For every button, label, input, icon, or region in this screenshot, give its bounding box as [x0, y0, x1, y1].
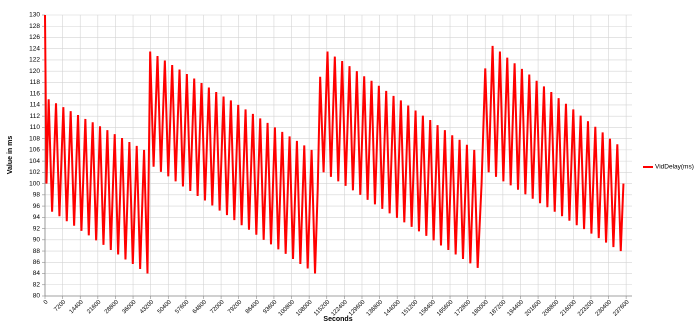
x-tick-label: 43200	[139, 299, 156, 316]
y-tick-label: 90	[33, 237, 41, 244]
x-tick-label: 115200	[313, 299, 332, 318]
x-tick-label: 144000	[383, 299, 402, 318]
y-tick-label: 94	[33, 214, 41, 221]
x-tick-label: 64800	[192, 299, 209, 316]
y-tick-label: 120	[29, 68, 40, 75]
x-tick-label: 187200	[489, 299, 508, 318]
x-tick-label: 79200	[227, 299, 244, 316]
x-tick-label: 0	[43, 299, 50, 306]
y-tick-label: 112	[30, 113, 41, 120]
y-tick-label: 130	[29, 12, 40, 19]
x-tick-label: 237600	[612, 299, 631, 318]
x-tick-label: 72000	[210, 299, 227, 316]
x-tick-label: 216000	[559, 299, 578, 318]
y-tick-label: 84	[33, 270, 41, 277]
x-tick-label: 7200	[53, 299, 67, 313]
x-tick-label: 201600	[524, 299, 543, 318]
y-tick-label: 92	[33, 225, 41, 232]
x-tick-label: 194400	[507, 299, 526, 318]
x-tick-label: 230400	[595, 299, 614, 318]
y-tick-label: 98	[33, 192, 41, 199]
x-tick-label: 136800	[366, 299, 385, 318]
x-tick-label: 129600	[348, 299, 367, 318]
x-tick-label: 122400	[330, 299, 349, 318]
y-tick-label: 118	[30, 79, 41, 86]
data-line	[44, 14, 625, 274]
y-tick-label: 86	[33, 259, 41, 266]
x-tick-label: 172800	[454, 299, 473, 318]
y-tick-label: 104	[29, 158, 40, 165]
x-tick-label: 208800	[542, 299, 561, 318]
x-tick-label: 108000	[295, 299, 314, 318]
x-tick-label: 50400	[157, 299, 174, 316]
y-tick-label: 108	[29, 135, 40, 142]
x-tick-label: 28800	[104, 299, 121, 316]
x-tick-label: 151200	[401, 299, 420, 318]
y-tick-label: 96	[33, 203, 41, 210]
x-axis-title: Seconds	[323, 316, 352, 323]
x-tick-label: 158400	[419, 299, 438, 318]
y-tick-label: 116	[30, 90, 41, 97]
y-tick-label: 100	[29, 180, 40, 187]
y-tick-label: 128	[29, 23, 40, 30]
x-tick-label: 86400	[245, 299, 262, 316]
y-axis-title: Value in ms	[7, 136, 14, 175]
y-tick-label: 102	[29, 169, 40, 176]
y-tick-label: 82	[33, 281, 41, 288]
x-tick-label: 165600	[436, 299, 455, 318]
y-tick-label: 110	[30, 124, 41, 131]
y-tick-label: 80	[33, 293, 41, 300]
x-tick-label: 180000	[471, 299, 490, 318]
y-tick-label: 88	[33, 248, 41, 255]
y-tick-label: 114	[30, 102, 41, 109]
y-tick-label: 122	[29, 57, 40, 64]
y-tick-label: 126	[29, 34, 40, 41]
x-tick-label: 57600	[174, 299, 191, 316]
x-tick-label: 93600	[262, 299, 279, 316]
y-tick-label: 124	[29, 45, 40, 52]
x-tick-label: 100800	[278, 299, 297, 318]
x-tick-label: 223200	[577, 299, 596, 318]
x-tick-label: 14400	[69, 299, 86, 316]
legend-label: VidDelay(ms)	[655, 164, 694, 171]
x-tick-label: 21600	[86, 299, 103, 316]
x-tick-label: 36000	[122, 299, 139, 316]
y-tick-label: 106	[29, 147, 40, 154]
